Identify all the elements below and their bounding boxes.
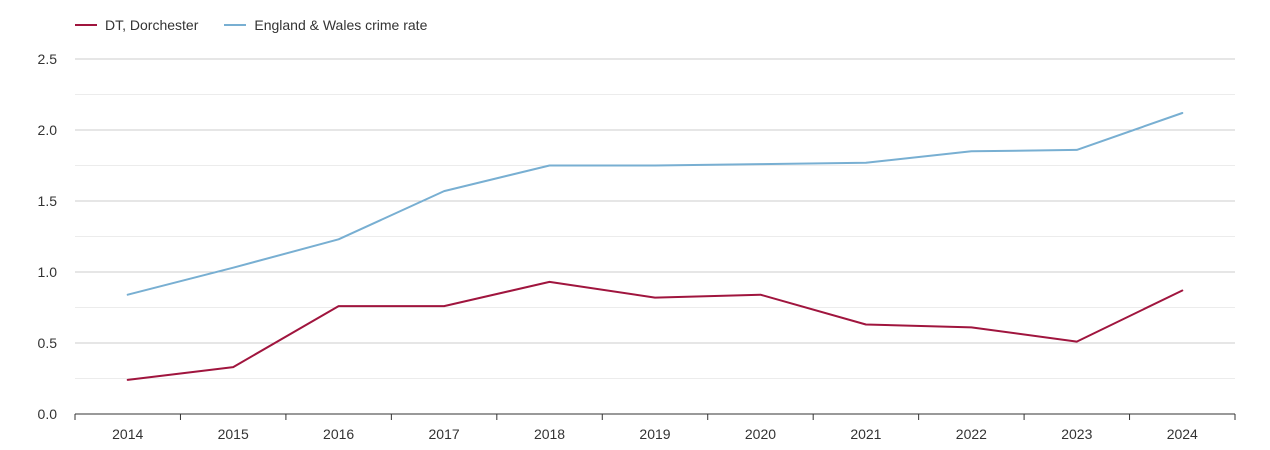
legend-item-dorchester[interactable]: DT, Dorchester bbox=[75, 17, 198, 33]
legend-label-england-wales: England & Wales crime rate bbox=[254, 17, 428, 33]
x-tick-label: 2019 bbox=[639, 426, 670, 442]
x-tick-label: 2022 bbox=[956, 426, 987, 442]
series-lines bbox=[126, 112, 1184, 381]
grid-lines bbox=[75, 58, 1235, 379]
legend-swatch-dorchester bbox=[75, 24, 97, 26]
x-tick-label: 2016 bbox=[323, 426, 354, 442]
x-tick-label: 2018 bbox=[534, 426, 565, 442]
legend-swatch-england-wales bbox=[224, 24, 247, 26]
x-tick-label: 2015 bbox=[218, 426, 249, 442]
legend-item-england-wales[interactable]: England & Wales crime rate bbox=[224, 17, 427, 33]
x-tick-label: 2023 bbox=[1061, 426, 1092, 442]
x-tick-label: 2017 bbox=[429, 426, 460, 442]
y-tick-label: 0.5 bbox=[38, 335, 58, 351]
y-tick-label: 2.0 bbox=[38, 122, 58, 138]
x-tick-label: 2020 bbox=[745, 426, 776, 442]
legend: DT, Dorchester England & Wales crime rat… bbox=[75, 14, 427, 36]
y-tick-label: 0.0 bbox=[38, 406, 58, 422]
axes bbox=[74, 413, 1236, 420]
x-tick-label: 2014 bbox=[112, 426, 143, 442]
x-tick-label: 2021 bbox=[850, 426, 881, 442]
series-line-dorchester[interactable] bbox=[126, 280, 1184, 381]
y-tick-label: 1.5 bbox=[38, 193, 58, 209]
legend-label-dorchester: DT, Dorchester bbox=[105, 17, 199, 33]
y-tick-label: 1.0 bbox=[38, 264, 58, 280]
x-tick-label: 2024 bbox=[1167, 426, 1198, 442]
series-line-england-wales[interactable] bbox=[126, 112, 1184, 296]
tick-labels: 0.0 0.5 1.0 1.5 2.0 2.5 2014 2015 2016 2017 2018 20… bbox=[38, 51, 1199, 442]
y-tick-label: 2.5 bbox=[38, 51, 58, 67]
